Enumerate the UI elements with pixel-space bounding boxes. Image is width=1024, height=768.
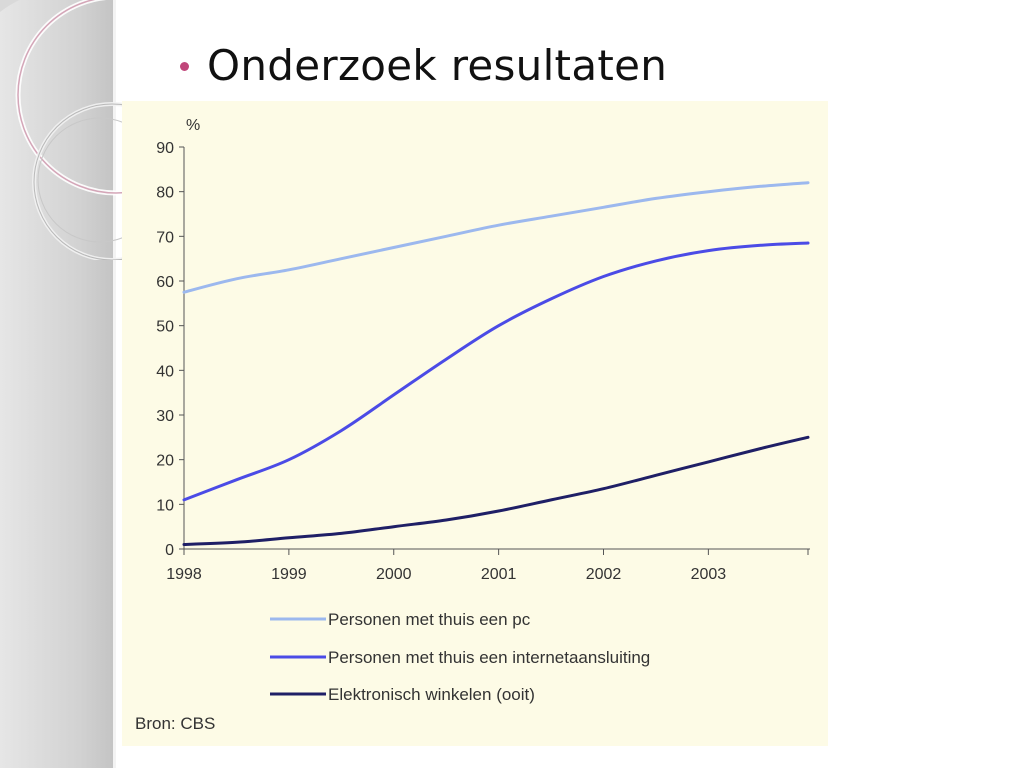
- legend-label: Elektronisch winkelen (ooit): [328, 685, 535, 704]
- y-tick-label: 30: [156, 408, 174, 425]
- x-tick-label: 2001: [481, 566, 517, 583]
- y-tick-label: 70: [156, 229, 174, 246]
- x-tick-label: 1999: [271, 566, 307, 583]
- y-axis-ticks: 0 10 20 30 40 50 60 70 80 90: [156, 140, 184, 559]
- y-tick-label: 20: [156, 453, 174, 470]
- series-line-1: [182, 181, 810, 294]
- x-tick-label: 2000: [376, 566, 412, 583]
- y-tick-label: 10: [156, 497, 174, 514]
- source-note: Bron: CBS: [135, 714, 215, 733]
- title-row: Onderzoek resultaten: [180, 38, 667, 92]
- chart-panel: % 0 10 20 30 40 50 60 70 80 90 1998 1999 2000 2001 20…: [122, 101, 828, 746]
- decorative-circles: [0, 0, 130, 260]
- x-tick-label: 2003: [691, 566, 727, 583]
- x-axis-ticks: 1998 1999 2000 2001 2002 2003: [166, 549, 809, 583]
- series-line-2: [182, 241, 810, 502]
- series-line-3: [182, 435, 810, 546]
- y-tick-label: 0: [165, 542, 174, 559]
- y-tick-label: 80: [156, 185, 174, 202]
- line-chart: % 0 10 20 30 40 50 60 70 80 90 1998 1999 2000 2001 20…: [135, 117, 810, 733]
- bullet-icon: [180, 61, 189, 71]
- slide-title: Onderzoek resultaten: [207, 40, 668, 90]
- x-tick-label: 1998: [166, 566, 202, 583]
- legend-label: Personen met thuis een pc: [328, 610, 531, 629]
- side-panel-edge: [113, 0, 116, 768]
- y-tick-label: 60: [156, 274, 174, 291]
- legend: Personen met thuis een pc Personen met th…: [270, 610, 650, 704]
- y-tick-label: 90: [156, 140, 174, 157]
- series-lines: [182, 181, 810, 546]
- legend-label: Personen met thuis een internetaansluiti…: [328, 648, 650, 667]
- y-tick-label: 50: [156, 319, 174, 336]
- x-tick-label: 2002: [586, 566, 622, 583]
- y-axis-label: %: [186, 117, 200, 134]
- y-tick-label: 40: [156, 363, 174, 380]
